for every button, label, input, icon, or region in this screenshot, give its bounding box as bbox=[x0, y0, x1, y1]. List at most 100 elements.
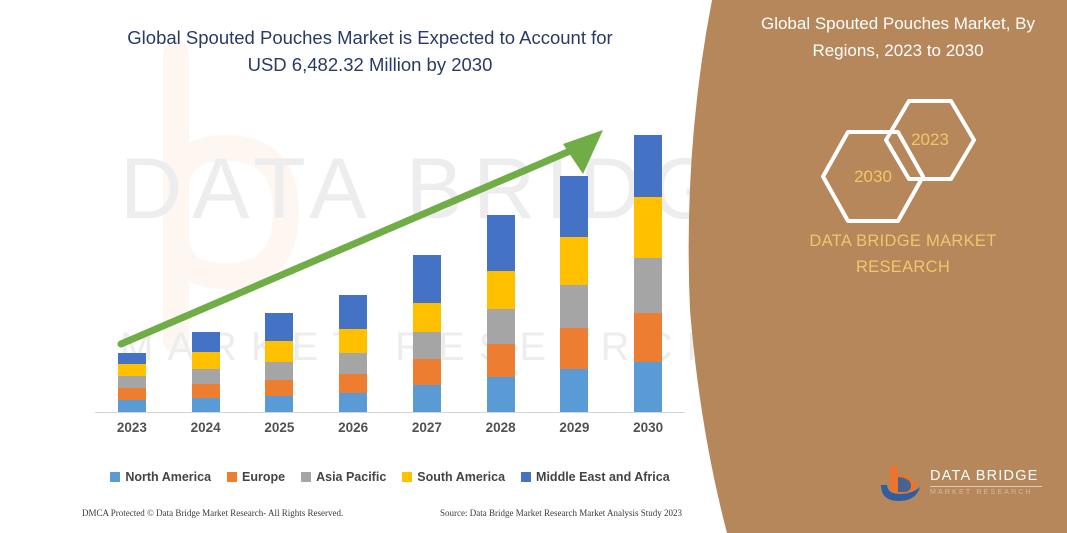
legend-label: Asia Pacific bbox=[316, 470, 387, 484]
bar-segment bbox=[486, 215, 515, 271]
bar-segment bbox=[560, 369, 589, 412]
x-axis-label-2028: 2028 bbox=[485, 420, 516, 435]
bar-segment bbox=[191, 332, 220, 352]
footer: DMCA Protected © Data Bridge Market Rese… bbox=[82, 508, 682, 518]
chart-title: Global Spouted Pouches Market is Expecte… bbox=[60, 24, 680, 78]
legend-swatch-icon bbox=[402, 472, 413, 482]
bar-group bbox=[95, 120, 685, 412]
logo-text: DATA BRIDGE MARKET RESEARCH bbox=[930, 468, 1048, 496]
bar-segment bbox=[191, 352, 220, 369]
hexagon-outline-icon bbox=[821, 130, 925, 223]
bar-segment bbox=[265, 380, 294, 396]
legend-swatch-icon bbox=[521, 472, 532, 482]
x-axis-label-2026: 2026 bbox=[338, 420, 369, 435]
bar-segment bbox=[191, 398, 220, 412]
bar-segment bbox=[412, 255, 441, 303]
legend-label: Middle East and Africa bbox=[536, 470, 670, 484]
bar-segment bbox=[486, 309, 515, 344]
legend-item[interactable]: South America bbox=[402, 470, 505, 484]
bar-2029 bbox=[560, 176, 589, 412]
footer-source: Source: Data Bridge Market Research Mark… bbox=[440, 508, 682, 518]
legend-label: Europe bbox=[242, 470, 286, 484]
bar-segment bbox=[486, 271, 515, 309]
bar-segment bbox=[560, 285, 589, 328]
bar-segment bbox=[117, 388, 146, 400]
brand-panel-content: Global Spouted Pouches Market, By Region… bbox=[740, 0, 1067, 533]
brand-name-line-2: RESEARCH bbox=[855, 258, 951, 276]
legend-label: South America bbox=[417, 470, 506, 484]
bar-segment bbox=[412, 303, 441, 332]
bar-segment bbox=[339, 329, 368, 353]
bar-2030 bbox=[634, 135, 663, 412]
x-axis-label-2024: 2024 bbox=[190, 420, 221, 435]
legend-item[interactable]: Middle East and Africa bbox=[521, 470, 670, 484]
bar-segment bbox=[560, 328, 589, 369]
footer-copyright: DMCA Protected © Data Bridge Market Rese… bbox=[82, 508, 344, 518]
bar-segment bbox=[412, 359, 441, 385]
bar-segment bbox=[117, 353, 146, 364]
bar-2026 bbox=[339, 295, 368, 412]
data-bridge-mark-icon bbox=[881, 466, 920, 501]
bar-segment bbox=[560, 237, 589, 285]
legend-item[interactable]: Asia Pacific bbox=[301, 470, 386, 484]
bar-segment bbox=[339, 393, 368, 412]
bar-segment bbox=[117, 400, 146, 412]
chart-title-line-2: USD 6,482.32 Million by 2030 bbox=[247, 54, 493, 75]
brand-title-line-2: Regions, 2023 to 2030 bbox=[812, 41, 984, 60]
brand-panel-title: Global Spouted Pouches Market, By Region… bbox=[748, 10, 1048, 64]
bar-segment bbox=[560, 176, 589, 237]
x-axis-labels: 2023 2024 2025 2026 2027 2028 2029 2030 bbox=[95, 420, 685, 444]
bar-segment bbox=[191, 369, 220, 384]
x-axis-label-2029: 2029 bbox=[559, 420, 590, 435]
hexagon-2030: 2030 bbox=[818, 127, 928, 226]
logo-sub-text: MARKET RESEARCH bbox=[930, 489, 1033, 496]
bar-segment bbox=[634, 258, 663, 313]
bar-segment bbox=[117, 364, 146, 376]
bar-segment bbox=[634, 135, 663, 197]
brand-name: DATA BRIDGE MARKET RESEARCH bbox=[758, 228, 1048, 280]
logo-main-text: DATA BRIDGE bbox=[930, 468, 1039, 484]
bar-segment bbox=[339, 295, 368, 329]
bar-segment bbox=[191, 384, 220, 398]
x-axis-label-2030: 2030 bbox=[633, 420, 664, 435]
brand-title-line-1: Global Spouted Pouches Market, By bbox=[760, 14, 1036, 33]
brand-name-line-1: DATA BRIDGE MARKET bbox=[809, 232, 997, 250]
chart-plot-area bbox=[95, 120, 685, 413]
chart-title-line-1: Global Spouted Pouches Market is Expecte… bbox=[127, 27, 613, 48]
bar-segment bbox=[265, 313, 294, 341]
legend-label: North America bbox=[125, 470, 212, 484]
hexagon-outline-icon bbox=[884, 99, 976, 181]
bar-2028 bbox=[486, 215, 515, 412]
bar-segment bbox=[265, 396, 294, 412]
data-bridge-logo: DATA BRIDGE MARKET RESEARCH bbox=[878, 463, 1048, 507]
legend-swatch-icon bbox=[301, 472, 312, 482]
bar-segment bbox=[486, 344, 515, 377]
bar-segment bbox=[117, 376, 146, 388]
x-axis-label-2025: 2025 bbox=[264, 420, 295, 435]
hexagon-2023-label: 2023 bbox=[911, 130, 949, 149]
bar-2025 bbox=[265, 313, 294, 412]
x-axis-label-2027: 2027 bbox=[411, 420, 442, 435]
legend-swatch-icon bbox=[110, 472, 121, 482]
bar-2023 bbox=[117, 353, 146, 412]
bar-segment bbox=[634, 362, 663, 412]
x-axis-line bbox=[95, 412, 685, 413]
x-axis-label-2023: 2023 bbox=[116, 420, 147, 435]
bar-segment bbox=[412, 385, 441, 412]
bar-segment bbox=[339, 374, 368, 393]
bar-segment bbox=[634, 313, 663, 362]
legend-swatch-icon bbox=[227, 472, 238, 482]
legend-item[interactable]: North America bbox=[110, 470, 211, 484]
bar-segment bbox=[265, 341, 294, 362]
bar-segment bbox=[486, 377, 515, 412]
bar-segment bbox=[265, 362, 294, 380]
chart-legend: North America Europe Asia Pacific South Ame… bbox=[95, 470, 685, 484]
bar-segment bbox=[412, 332, 441, 359]
logo-divider bbox=[930, 486, 1042, 487]
bar-segment bbox=[634, 197, 663, 258]
bar-2027 bbox=[412, 255, 441, 412]
bar-2024 bbox=[191, 332, 220, 412]
legend-item[interactable]: Europe bbox=[227, 470, 285, 484]
bar-segment bbox=[339, 353, 368, 374]
